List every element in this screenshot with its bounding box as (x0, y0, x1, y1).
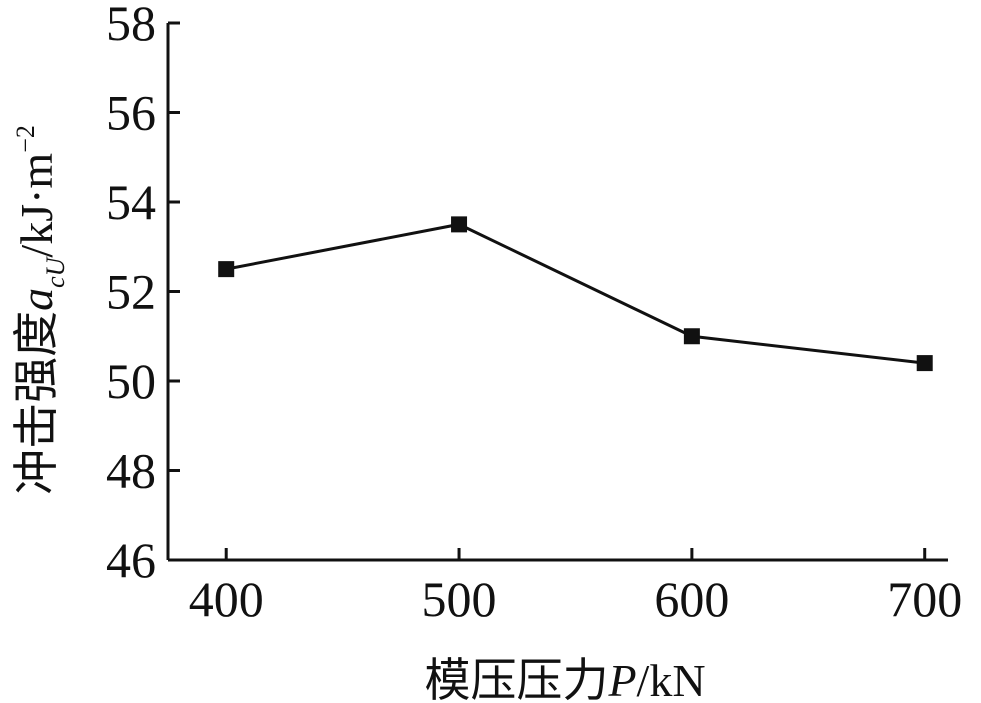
x-axis-title-cn: 模压压力 (424, 653, 608, 703)
series-line (225, 222, 925, 365)
x-axis-title-var: P (607, 655, 636, 703)
x-axis-title-unit: /kN (637, 655, 706, 703)
x-tick-label: 400 (189, 571, 264, 627)
y-tick-label: 58 (106, 0, 156, 51)
y-axis-title-sup: −2 (11, 125, 40, 153)
y-tick-label: 50 (106, 353, 156, 409)
x-tick-label: 700 (887, 571, 962, 627)
y-axis-title-var: a (11, 288, 62, 311)
y-ticks: 46 48 50 52 54 56 58 (106, 0, 180, 588)
y-tick-label: 56 (106, 85, 156, 141)
y-tick-label: 54 (106, 174, 156, 230)
data-point-marker (683, 328, 700, 345)
y-axis-title: 冲击强度acU/kJ·m−2 (9, 125, 70, 495)
data-point-marker (218, 261, 235, 278)
x-ticks: 400 500 600 700 (189, 548, 962, 627)
y-axis-title-cn: 冲击强度 (9, 311, 63, 495)
series-layer (218, 216, 933, 372)
y-tick-label: 48 (106, 443, 156, 499)
y-tick-label: 52 (106, 264, 156, 320)
x-tick-label: 600 (654, 571, 729, 627)
y-tick-label: 46 (106, 532, 156, 588)
y-axis-title-unit: /kJ·m (11, 153, 62, 258)
data-point-marker (916, 355, 933, 372)
axes (166, 23, 948, 562)
x-tick-label: 500 (422, 571, 497, 627)
x-axis-title: 模压压力P/kN (424, 653, 705, 703)
data-point-marker (451, 216, 468, 233)
y-axis-title-sub: cU (41, 255, 70, 288)
